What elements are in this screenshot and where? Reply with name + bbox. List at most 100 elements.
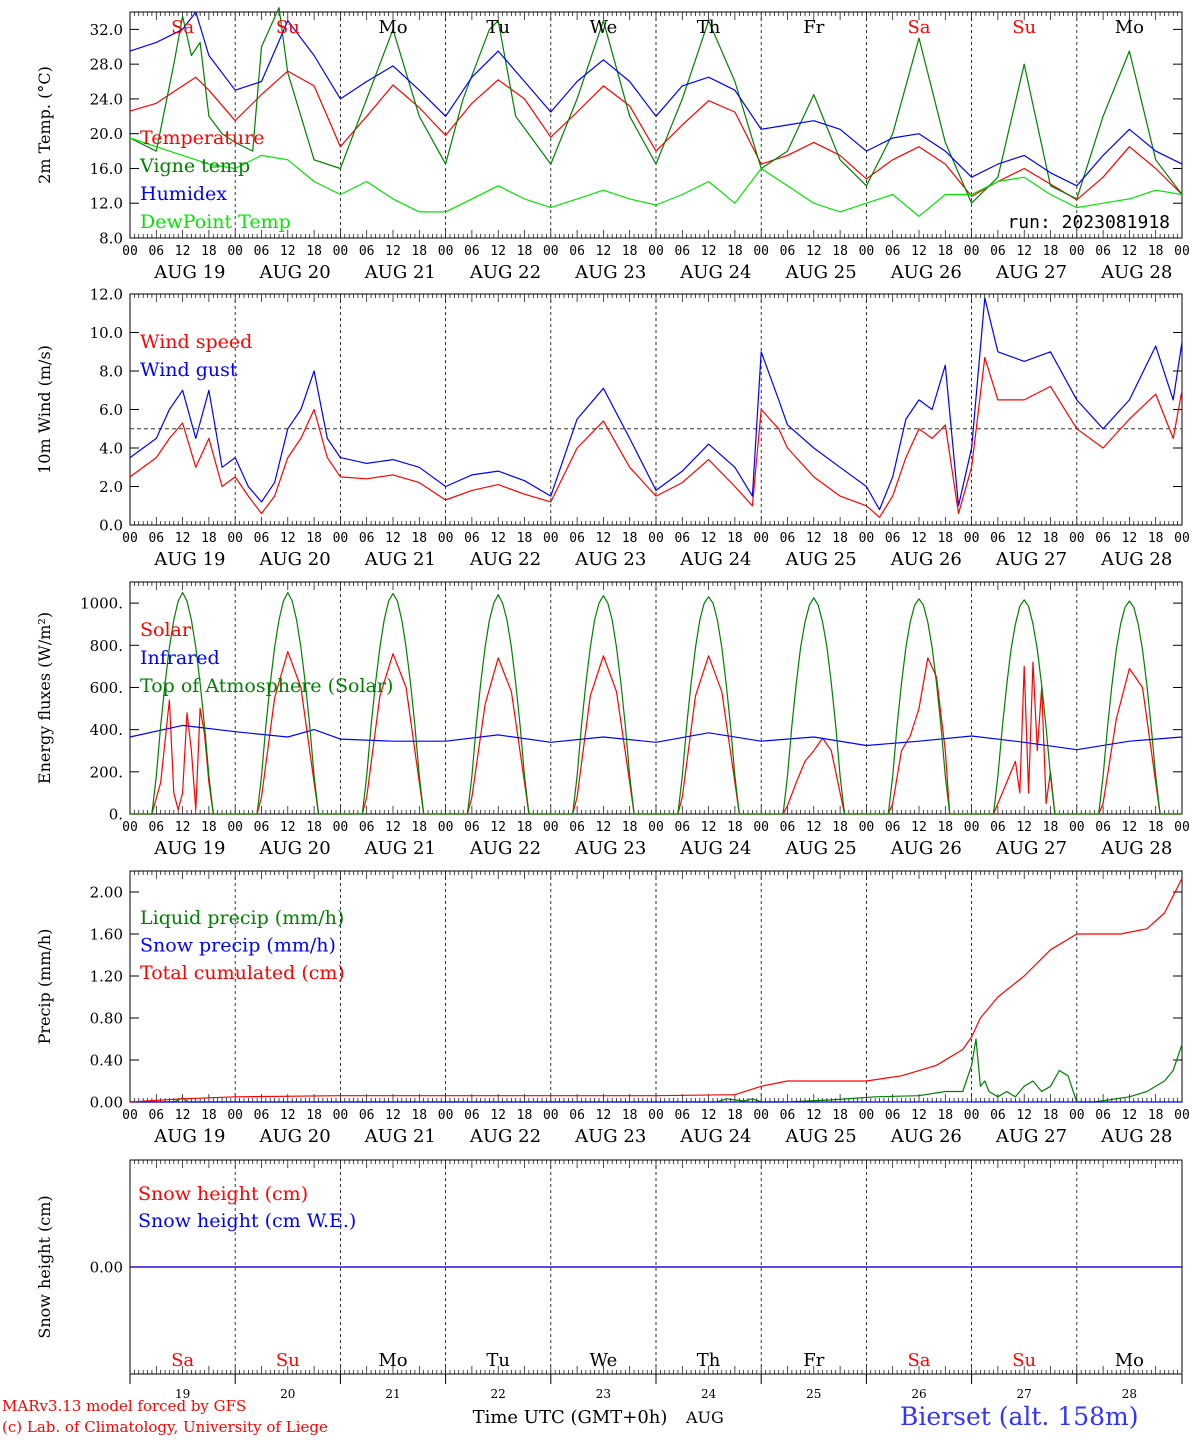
x-hour-label: 18 <box>1043 820 1059 835</box>
x-hour-label: 18 <box>832 1108 848 1123</box>
x-hour-label: 18 <box>622 820 638 835</box>
legend-item: Liquid precip (mm/h) <box>140 907 344 929</box>
day-of-week-label: Su <box>1012 17 1036 38</box>
x-hour-label: 12 <box>1016 531 1032 546</box>
x-hour-label: 06 <box>254 244 270 259</box>
x-hour-label: 00 <box>438 1108 454 1123</box>
x-hour-label: 18 <box>1043 1108 1059 1123</box>
x-hour-label: 12 <box>596 244 612 259</box>
x-hour-label: 00 <box>1174 1108 1190 1123</box>
x-hour-label: 00 <box>1069 1108 1085 1123</box>
x-hour-label: 12 <box>490 244 506 259</box>
x-hour-label: 00 <box>964 531 980 546</box>
x-hour-label: 12 <box>490 531 506 546</box>
x-hour-label: 12 <box>280 531 296 546</box>
x-hour-label: 06 <box>569 531 585 546</box>
y-tick-label: 1000. <box>80 595 123 613</box>
x-hour-label: 18 <box>411 1108 427 1123</box>
x-hour-label: 12 <box>1016 1108 1032 1123</box>
x-hour-label: 00 <box>753 820 769 835</box>
x-hour-label: 00 <box>1174 820 1190 835</box>
x-hour-label: 00 <box>1174 244 1190 259</box>
day-of-week-label: Mo <box>378 1350 407 1371</box>
day-of-week-label: Tu <box>486 17 510 38</box>
x-hour-label: 06 <box>359 820 375 835</box>
x-date-label: AUG 26 <box>890 549 962 570</box>
x-hour-label: 18 <box>727 820 743 835</box>
day-of-week-label: Mo <box>1115 1350 1144 1371</box>
x-hour-label: 00 <box>122 820 138 835</box>
x-hour-label: 18 <box>201 1108 217 1123</box>
x-hour-label: 18 <box>411 531 427 546</box>
y-axis-title: Precip (mm/h) <box>35 929 54 1045</box>
x-hour-label: 12 <box>1122 820 1138 835</box>
x-hour-label: 12 <box>701 244 717 259</box>
x-hour-label: 12 <box>385 1108 401 1123</box>
x-hour-label: 18 <box>411 820 427 835</box>
x-hour-label: 12 <box>385 531 401 546</box>
x-hour-label: 18 <box>832 531 848 546</box>
x-hour-label: 00 <box>1174 531 1190 546</box>
x-hour-label: 18 <box>1148 820 1164 835</box>
x-hour-label: 00 <box>859 1108 875 1123</box>
x-hour-label: 12 <box>1016 244 1032 259</box>
legend-item: Snow precip (mm/h) <box>140 935 336 957</box>
x-date-label: AUG 28 <box>1100 838 1172 859</box>
legend-item: Humidex <box>140 183 227 205</box>
x-date-label: AUG 24 <box>679 262 751 283</box>
x-hour-label: 06 <box>885 244 901 259</box>
x-hour-label: 00 <box>227 531 243 546</box>
x-hour-label: 00 <box>122 531 138 546</box>
y-tick-label: 0.0 <box>99 517 123 535</box>
day-of-week-label: Su <box>276 1350 300 1371</box>
x-hour-label: 00 <box>122 244 138 259</box>
day-of-month-label: 28 <box>1122 1387 1137 1401</box>
x-hour-label: 06 <box>148 820 164 835</box>
x-hour-label: 00 <box>753 531 769 546</box>
x-hour-label: 06 <box>1095 1108 1111 1123</box>
x-hour-label: 06 <box>674 1108 690 1123</box>
legend-item: Temperature <box>140 127 264 149</box>
day-of-week-label: Su <box>1012 1350 1036 1371</box>
y-tick-label: 12.0 <box>90 286 123 304</box>
x-date-label: AUG 21 <box>364 549 436 570</box>
x-hour-label: 12 <box>701 531 717 546</box>
x-hour-label: 06 <box>990 244 1006 259</box>
station-title: Bierset (alt. 158m) <box>900 1402 1139 1431</box>
x-hour-label: 12 <box>596 820 612 835</box>
x-hour-label: 06 <box>148 1108 164 1123</box>
x-hour-label: 12 <box>280 1108 296 1123</box>
series-liquid-precip-mm-h <box>130 1038 1183 1103</box>
day-of-week-label: Sa <box>907 17 930 38</box>
y-tick-label: 8.0 <box>99 230 123 248</box>
x-date-label: AUG 23 <box>574 549 646 570</box>
day-of-week-label: Th <box>697 1350 721 1371</box>
x-hour-label: 06 <box>1095 531 1111 546</box>
x-date-label: AUG 25 <box>785 262 857 283</box>
x-hour-label: 12 <box>490 1108 506 1123</box>
x-date-label: AUG 22 <box>469 262 541 283</box>
x-date-label: AUG 21 <box>364 262 436 283</box>
x-hour-label: 18 <box>517 244 533 259</box>
y-axis-title: Snow height (cm) <box>35 1195 54 1338</box>
x-date-label: AUG 28 <box>1100 1126 1172 1147</box>
x-date-label: AUG 24 <box>679 549 751 570</box>
x-hour-label: 06 <box>780 531 796 546</box>
x-hour-label: 06 <box>990 820 1006 835</box>
x-hour-label: 00 <box>648 1108 664 1123</box>
y-tick-label: 28.0 <box>90 56 123 74</box>
x-hour-label: 18 <box>1148 1108 1164 1123</box>
y-tick-label: 4.0 <box>99 440 123 458</box>
legend-item: Infrared <box>140 647 220 669</box>
x-hour-label: 18 <box>1148 531 1164 546</box>
x-hour-label: 12 <box>701 820 717 835</box>
y-tick-label: 20.0 <box>90 125 123 143</box>
legend-item: Total cumulated (cm) <box>140 962 345 984</box>
x-hour-label: 06 <box>569 820 585 835</box>
run-label: run: 2023081918 <box>1007 212 1170 233</box>
day-of-month-label: 24 <box>701 1387 717 1401</box>
x-hour-label: 12 <box>175 820 191 835</box>
day-of-week-label: We <box>590 17 618 38</box>
x-hour-label: 12 <box>806 820 822 835</box>
x-date-label: AUG 20 <box>259 838 331 859</box>
